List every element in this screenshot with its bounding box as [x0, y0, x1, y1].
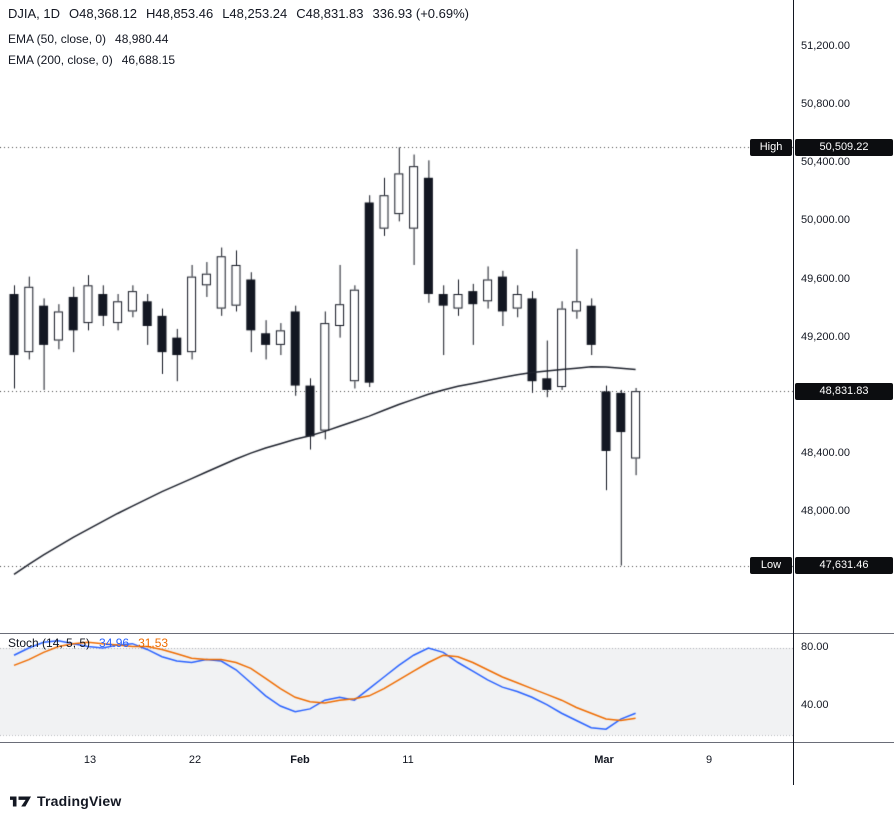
time-label: 11	[402, 754, 414, 766]
price-axis-border	[793, 0, 794, 785]
low-price-badge: 47,631.46	[795, 557, 893, 574]
symbol-legend[interactable]: DJIA, 1D O48,368.12 H48,853.46 L48,253.2…	[8, 6, 469, 21]
ema200-legend[interactable]: EMA (200, close, 0) 46,688.15	[8, 53, 469, 67]
pane-separator	[0, 633, 894, 634]
tradingview-icon	[10, 796, 31, 806]
time-label: Mar	[594, 754, 614, 766]
legend: DJIA, 1D O48,368.12 H48,853.46 L48,253.2…	[8, 6, 469, 74]
stoch-label: Stoch (14, 5, 5)	[8, 636, 91, 650]
ohlc-close: C48,831.83	[296, 6, 364, 21]
ema200-value: 46,688.15	[121, 53, 176, 67]
price-chart-canvas[interactable]	[0, 0, 793, 633]
price-tick-label: 50,400.00	[801, 156, 850, 169]
time-label: 9	[705, 754, 713, 766]
symbol-title: DJIA, 1D	[8, 6, 61, 21]
tradingview-logo[interactable]: TradingView	[10, 793, 121, 809]
price-tick-label: 50,000.00	[801, 214, 850, 227]
high-price-badge: 50,509.22	[795, 139, 893, 156]
tradingview-logo-text: TradingView	[37, 793, 122, 809]
ema50-legend[interactable]: EMA (50, close, 0) 48,980.44	[8, 32, 469, 46]
stoch-k-value: 34.96	[99, 636, 130, 650]
low-badge: Low	[750, 557, 792, 574]
time-axis[interactable]: 13 22 Feb 11 Mar 9	[0, 743, 793, 785]
current-price-badge: 48,831.83	[795, 383, 893, 400]
price-tick-label: 49,200.00	[801, 330, 850, 343]
price-tick-label: 48,400.00	[801, 446, 850, 459]
ohlc-open: O48,368.12	[69, 6, 137, 21]
high-badge: High	[750, 139, 792, 156]
price-axis[interactable]: 51,200.00 50,800.00 50,400.00 50,000.00 49,6…	[794, 0, 894, 742]
stoch-pane-canvas[interactable]	[0, 633, 793, 742]
ohlc-high: H48,853.46	[145, 6, 214, 21]
ohlc-low: L48,253.24	[222, 6, 288, 21]
time-axis-separator	[0, 742, 894, 743]
ema50-label: EMA (50, close, 0)	[8, 32, 107, 46]
time-label: Feb	[290, 754, 310, 766]
price-tick-label: 50,800.00	[801, 98, 850, 111]
time-label: 13	[83, 754, 97, 766]
price-tick-label: 49,600.00	[801, 272, 850, 285]
change-value: 336.93 (+0.69%)	[372, 6, 469, 21]
stoch-tick-label: 40.00	[801, 699, 829, 711]
price-tick-label: 48,000.00	[801, 505, 850, 517]
stoch-legend[interactable]: Stoch (14, 5, 5) 34.96 31.53	[8, 636, 168, 650]
price-tick-label: 51,200.00	[801, 40, 850, 52]
ema200-label: EMA (200, close, 0)	[8, 53, 113, 67]
stoch-d-value: 31.53	[138, 636, 169, 650]
stoch-tick-label: 80.00	[801, 641, 829, 653]
time-label: 22	[188, 754, 202, 766]
ema50-value: 48,980.44	[115, 32, 169, 46]
